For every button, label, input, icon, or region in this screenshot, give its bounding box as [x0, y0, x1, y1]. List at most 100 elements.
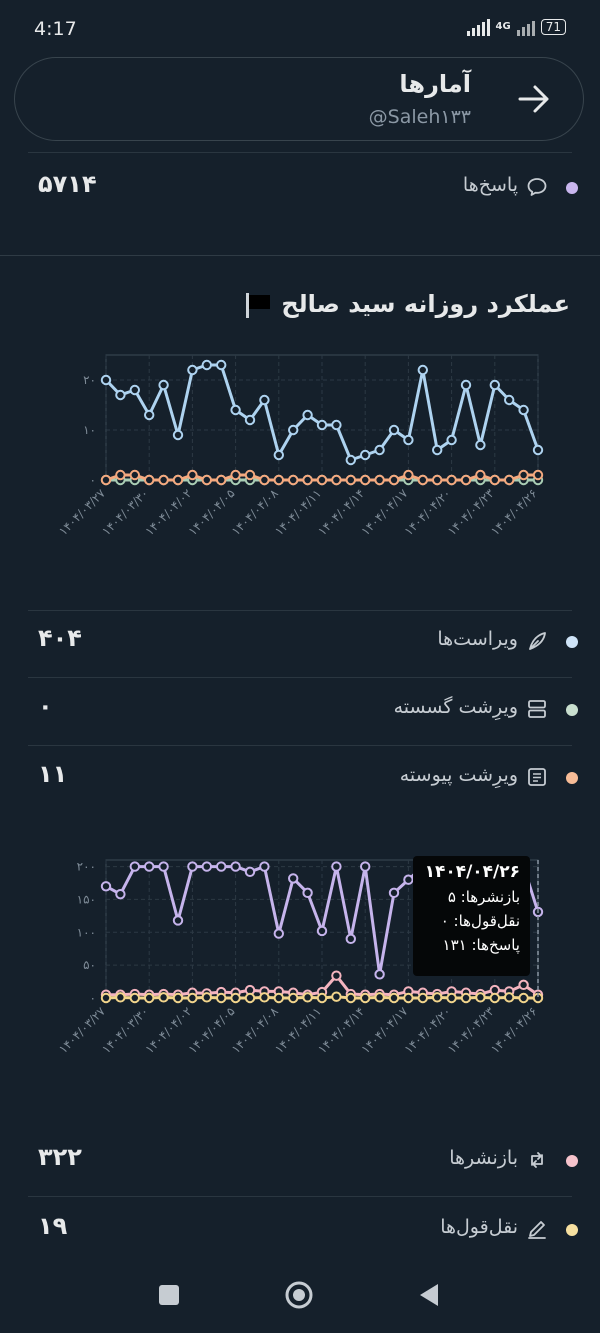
legend-dot	[566, 1155, 578, 1167]
data-point	[388, 992, 400, 1004]
section-title-text: عملکرد روزانه سید صالح	[281, 290, 570, 318]
section-divider	[0, 255, 600, 256]
data-point	[388, 887, 400, 899]
data-point	[129, 469, 141, 481]
data-point	[172, 915, 184, 926]
data-point	[201, 474, 213, 486]
chart-tooltip: ۱۴۰۴/۰۴/۲۶ بازنشرها: ۵ نقل‌قول‌ها: ۰ پاس…	[413, 856, 530, 976]
stat-value: ۵۷۱۴	[38, 170, 97, 198]
page-title: آمارها	[399, 70, 471, 98]
stat-row-replies: ۵۷۱۴ پاسخ‌ها	[0, 170, 600, 210]
data-point	[302, 887, 313, 899]
data-point	[446, 992, 457, 1004]
data-point	[403, 992, 414, 1004]
data-point	[115, 389, 126, 401]
data-point	[460, 379, 472, 391]
square-icon[interactable]	[156, 1282, 182, 1308]
stat-row-reposts: ۳۲۲ بازنشرها	[0, 1143, 600, 1183]
data-point	[331, 419, 342, 431]
stat-label: پاسخ‌ها	[462, 174, 518, 196]
y-tick-label: ۰	[90, 991, 96, 1005]
divider	[28, 152, 572, 153]
data-point	[316, 474, 328, 486]
y-tick-label: ۱۰	[83, 423, 96, 437]
data-point	[489, 379, 500, 391]
data-point	[504, 394, 515, 406]
data-point	[388, 474, 400, 486]
data-point	[360, 992, 371, 1004]
data-point	[244, 866, 256, 878]
data-point	[172, 429, 184, 441]
data-point	[403, 469, 414, 481]
data-point	[432, 444, 443, 456]
data-point	[475, 439, 486, 451]
data-point	[172, 474, 184, 486]
data-point	[216, 861, 227, 872]
split-post-icon	[528, 700, 546, 718]
data-point	[403, 434, 414, 446]
legend-dot	[566, 704, 578, 716]
data-point	[403, 874, 414, 885]
triangle-back-icon[interactable]	[416, 1281, 444, 1309]
data-point	[316, 925, 328, 937]
data-point	[345, 474, 356, 486]
stat-label: ویرِشت پیوسته	[399, 764, 518, 786]
stat-label: بازنشرها	[449, 1147, 518, 1169]
user-handle: @Saleh۱۳۳	[368, 106, 471, 128]
feather-icon	[529, 632, 546, 650]
data-point	[230, 992, 241, 1004]
battery-icon: 71	[540, 19, 566, 35]
data-point	[489, 474, 500, 486]
daily-posts-chart[interactable]: ۰۱۰۲۰۱۴۰۴/۰۳/۲۷۱۴۰۴/۰۳/۳۰۱۴۰۴/۰۴/۰۲۱۴۰۴/…	[40, 345, 560, 585]
data-point	[288, 992, 299, 1004]
stat-label: ویراست‌ها	[437, 628, 518, 650]
data-point	[302, 409, 313, 421]
data-point	[259, 474, 270, 486]
arrow-right-icon[interactable]	[517, 84, 551, 114]
data-point	[273, 449, 285, 461]
status-time: 4:17	[34, 18, 77, 40]
data-point	[475, 469, 486, 481]
y-tick-label: ۰	[90, 473, 96, 487]
y-tick-label: ۲۰	[83, 373, 96, 387]
circle-icon[interactable]	[283, 1279, 315, 1311]
data-point	[446, 434, 457, 446]
data-point	[158, 992, 169, 1003]
data-point	[230, 404, 241, 416]
data-point	[158, 379, 169, 391]
stat-label: نقل‌قول‌ها	[440, 1216, 518, 1238]
divider	[28, 677, 572, 678]
data-point	[115, 992, 126, 1003]
data-point	[100, 374, 112, 386]
data-point	[129, 992, 141, 1004]
data-point	[374, 444, 385, 456]
black-flag-icon	[245, 293, 270, 318]
data-point	[446, 474, 457, 486]
data-point	[273, 474, 285, 486]
stat-label: ویرِشت گسسته	[393, 696, 518, 718]
data-point	[460, 992, 472, 1004]
data-point	[288, 424, 299, 436]
data-point	[100, 881, 112, 892]
data-point	[417, 474, 428, 486]
data-point	[374, 992, 385, 1003]
repost-icon	[531, 1152, 543, 1168]
y-tick-label: ۱۰۰	[77, 925, 96, 939]
data-point	[230, 469, 241, 481]
stat-value: ۴۰۴	[38, 624, 82, 652]
document-icon	[528, 768, 546, 786]
status-bar: 4:17 4G 71	[0, 0, 600, 58]
data-point	[201, 359, 213, 371]
data-point	[460, 474, 472, 486]
data-point	[187, 469, 198, 481]
data-point	[187, 861, 198, 872]
data-point	[144, 861, 155, 872]
stat-value: ۱۱	[38, 760, 68, 788]
data-point	[288, 873, 299, 884]
data-point	[432, 474, 443, 486]
data-point	[201, 992, 213, 1003]
data-point	[216, 359, 227, 371]
stat-value: ۱۹	[38, 1212, 68, 1240]
network-type: 4G	[495, 21, 511, 32]
data-point	[432, 992, 443, 1003]
